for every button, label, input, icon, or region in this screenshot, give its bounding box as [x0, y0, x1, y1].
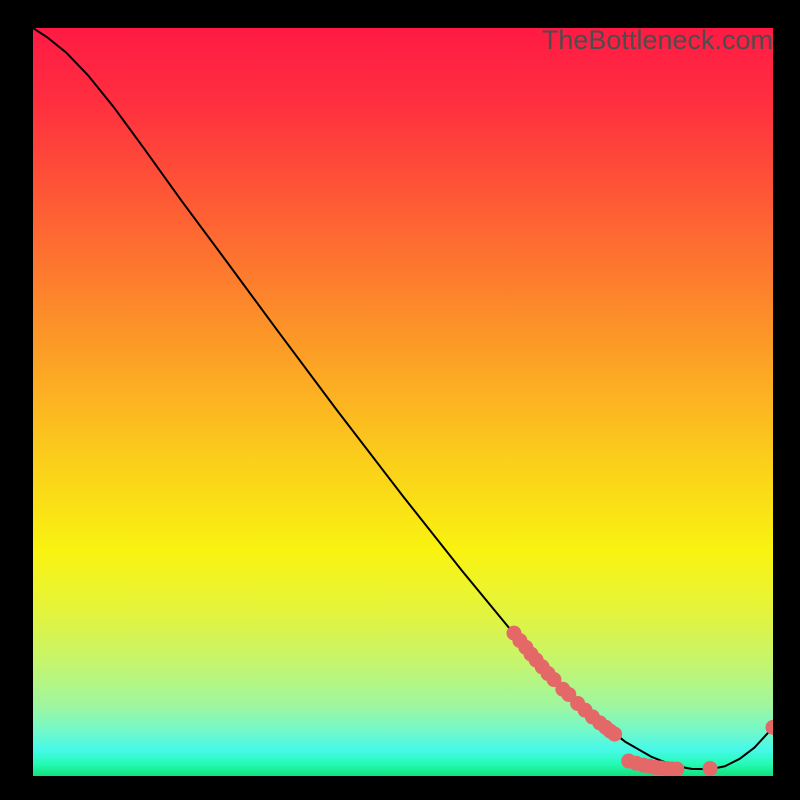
chart-frame: TheBottleneck.com: [0, 0, 800, 800]
watermark-text: TheBottleneck.com: [542, 28, 773, 56]
data-point: [607, 727, 622, 742]
gradient-background: [33, 28, 773, 776]
plot-area: TheBottleneck.com: [33, 28, 773, 776]
plot-svg: [33, 28, 773, 776]
data-point: [703, 761, 718, 776]
data-point: [669, 762, 684, 776]
